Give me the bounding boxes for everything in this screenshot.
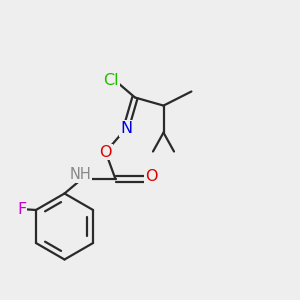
Text: O: O [99, 145, 112, 160]
Text: F: F [17, 202, 26, 217]
Text: O: O [145, 169, 158, 184]
Text: N: N [120, 121, 132, 136]
Text: NH: NH [69, 167, 91, 182]
Text: Cl: Cl [103, 73, 119, 88]
